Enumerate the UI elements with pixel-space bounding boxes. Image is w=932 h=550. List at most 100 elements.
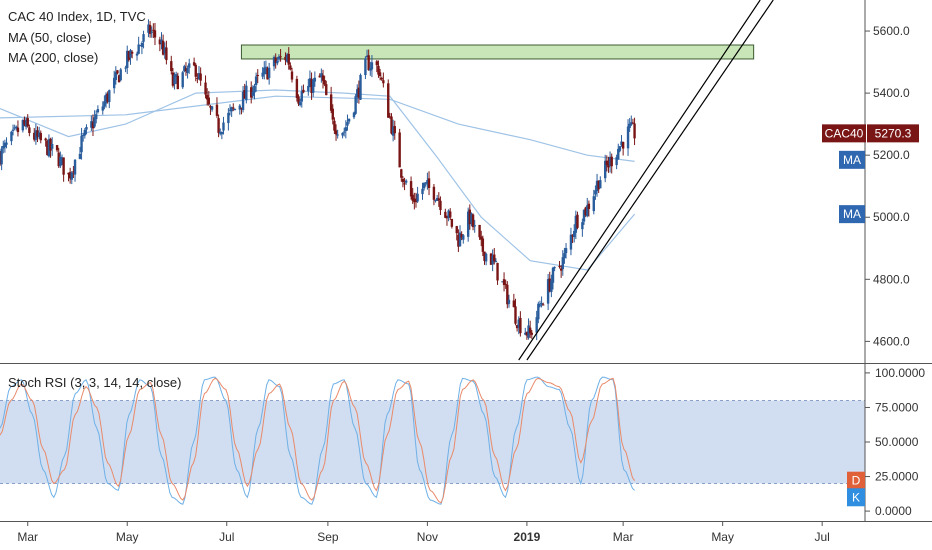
candle-body [227,112,230,124]
d-badge: D [847,471,865,490]
candle-body [194,64,197,77]
candle-body [147,24,150,33]
candle-body [233,108,237,110]
candle-body [390,116,393,134]
candle-body [21,119,25,131]
candle-body [525,332,529,336]
candle-body [37,132,41,138]
stoch-lines [0,376,636,505]
candle-body [597,180,600,190]
candle-body [126,50,129,68]
candle-body [2,145,5,149]
candle-body [33,132,36,140]
candle-body [455,226,458,234]
time-tick-label: Jul [219,530,234,544]
resistance-rect [240,44,755,60]
candle-body [375,61,379,66]
stoch-tick-label: 100.0000 [875,366,925,380]
candle-body [307,85,310,92]
candle-body [34,130,38,140]
candle-body [44,138,47,141]
candle-body [546,279,550,304]
stoch-k-line [0,376,635,505]
candle-body [489,253,493,265]
candle-body [514,306,517,324]
candle-body [480,236,483,240]
candle-body [506,284,509,305]
candle-body [449,211,452,218]
candle-body [90,121,93,128]
candle-body [563,253,566,259]
candle-body [95,114,98,120]
candle-body [16,127,20,133]
candle-body [435,197,439,201]
candle-body [413,198,416,203]
candle-body [78,153,82,159]
resistance-zone[interactable] [240,44,755,60]
candle-body [535,317,538,333]
candle-body [67,172,70,175]
candle-body [137,44,140,54]
candle-body [553,267,556,269]
candle-body [96,109,100,113]
candle-body [582,209,586,222]
candle-body [197,73,201,80]
candle-body [401,179,405,183]
candle-body [127,51,131,60]
candle-body [471,214,475,228]
candles [0,19,636,341]
candle-body [267,67,271,79]
candle-body [382,80,385,84]
candle-body [142,34,145,42]
stoch-legend: Stoch RSI (3, 3, 14, 14, close) [8,375,181,390]
ma-badge-1: MA [839,150,865,169]
candle-body [421,188,424,195]
candle-body [210,106,214,110]
candle-body [117,75,121,83]
candle-body [256,75,259,77]
candle-body [491,255,494,265]
k-badge: K [847,488,865,507]
candle-body [80,135,83,153]
candle-body [70,172,73,180]
candle-body [444,211,447,218]
candle-body [377,65,380,75]
time-axis-ticks: Mar May Jul Sep Nov 2019 Mar May Jul [17,521,830,544]
candle-body [618,146,622,151]
candle-body [364,58,367,76]
candle-body [493,254,496,262]
candle-body [28,127,31,133]
candle-body [59,156,62,167]
time-tick-label: Nov [417,530,438,544]
candle-body [352,112,356,118]
candle-body [550,280,553,292]
candle-body [72,171,75,173]
candle-body [437,198,441,201]
candle-body [81,134,85,136]
axes [0,0,932,522]
candle-body [626,126,630,149]
candle-body [571,235,574,237]
candle-body [274,57,277,63]
candle-body [47,139,51,157]
trend-channel[interactable] [518,0,774,361]
candle-body [411,194,414,201]
candle-body [207,97,211,105]
candle-body [481,238,485,252]
candle-body [528,327,532,334]
d-badge-text: D [852,474,861,488]
symbol-title: CAC 40 Index, 1D, TVC [8,9,146,24]
candle-body [0,148,3,165]
candle-body [238,105,241,110]
candle-body [404,180,408,183]
candle-body [530,332,533,335]
stoch-tick-label: 50.0000 [875,435,919,449]
candle-body [631,122,635,124]
oscillator-axis-ticks: 0.0000 25.0000 50.0000 75.0000 100.0000 [865,366,925,518]
candle-body [176,75,180,90]
candle-body [26,118,29,127]
candle-body [434,200,437,202]
candle-body [537,303,540,320]
stoch-band [0,400,865,484]
candle-body [135,53,139,56]
